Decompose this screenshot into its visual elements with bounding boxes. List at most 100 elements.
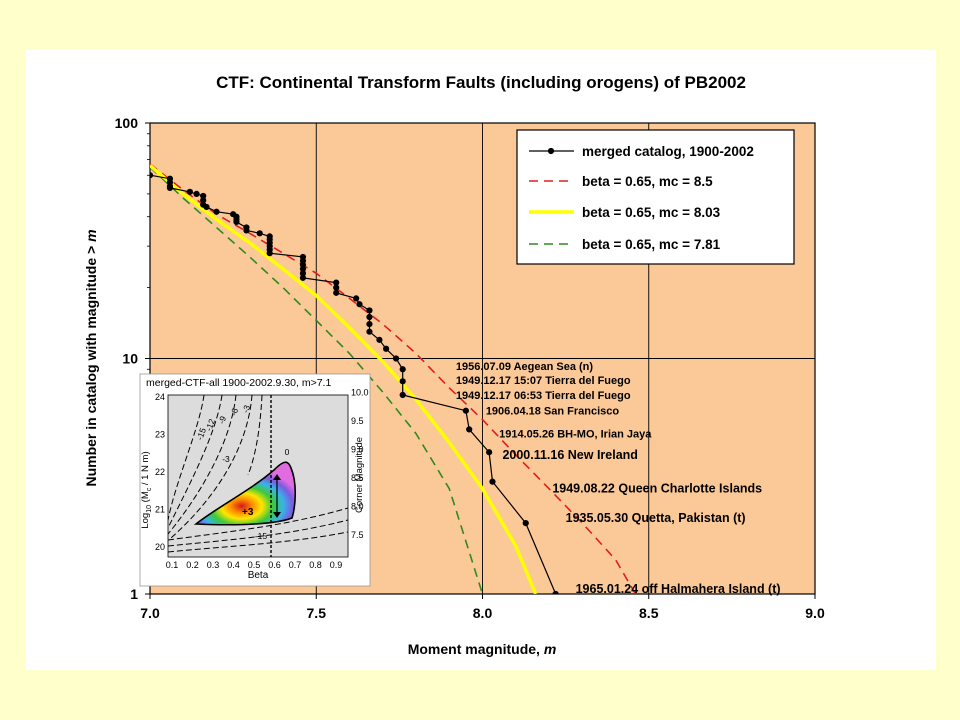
data-point bbox=[186, 188, 193, 195]
series-line-1 bbox=[150, 163, 637, 594]
contour-label: -3 bbox=[222, 454, 230, 464]
x-tick-label: 8.0 bbox=[473, 605, 493, 621]
data-point bbox=[200, 197, 207, 204]
event-annotation: 1956.07.09 Aegean Sea (n) bbox=[456, 361, 594, 373]
contour-label: 0 bbox=[285, 447, 290, 457]
data-point bbox=[366, 328, 373, 335]
best-fit-marker: +3 bbox=[242, 507, 254, 518]
inset-x-tick-label: 0.1 bbox=[166, 560, 179, 570]
legend-label: beta = 0.65, mc = 8.5 bbox=[582, 174, 713, 189]
inset-y-tick-label-right: 9.5 bbox=[351, 416, 364, 426]
contour-label: -12 bbox=[203, 417, 217, 432]
data-point bbox=[353, 295, 360, 302]
contour-line bbox=[168, 531, 348, 553]
contour-line bbox=[247, 395, 263, 476]
inset-y-tick-label-left: 23 bbox=[155, 430, 165, 440]
contour-label: -15 bbox=[194, 426, 208, 441]
ctf-chart: CTF: Continental Transform Faults (inclu… bbox=[83, 73, 825, 657]
inset-x-tick-label: 0.9 bbox=[330, 560, 343, 570]
data-point bbox=[266, 250, 273, 257]
inset-x-tick-label: 0.5 bbox=[248, 560, 261, 570]
figure-panel: CTF: Continental Transform Faults (inclu… bbox=[26, 50, 936, 670]
legend-label: merged catalog, 1900-2002 bbox=[582, 144, 754, 159]
inset-y-tick-label-right: 8.0 bbox=[351, 502, 364, 512]
arrow-head-down bbox=[273, 512, 281, 518]
chart-title: CTF: Continental Transform Faults (inclu… bbox=[216, 73, 746, 92]
data-point bbox=[200, 192, 207, 200]
data-point bbox=[392, 355, 400, 362]
data-point bbox=[552, 590, 559, 594]
data-point bbox=[233, 218, 240, 226]
contour-line bbox=[170, 395, 253, 539]
inset-y-label-right: Corner Magnitude bbox=[354, 437, 365, 513]
x-tick-label: 7.5 bbox=[307, 605, 327, 621]
x-tick-label: 8.5 bbox=[639, 605, 659, 621]
y-tick-label: 100 bbox=[115, 115, 139, 131]
data-point bbox=[213, 208, 220, 215]
inset-y-tick-label-right: 8.5 bbox=[351, 473, 364, 483]
data-point bbox=[333, 289, 340, 296]
data-point bbox=[333, 279, 340, 286]
inset-x-tick-label: 0.2 bbox=[186, 560, 199, 570]
data-point bbox=[256, 230, 263, 237]
data-point bbox=[356, 301, 363, 308]
data-point bbox=[522, 520, 529, 527]
event-annotation: 2000.11.16 New Ireland bbox=[502, 448, 638, 462]
data-point bbox=[382, 345, 390, 352]
data-point bbox=[299, 274, 307, 281]
annotation-layer: 1956.07.09 Aegean Sea (n) 1949.12.17 15:0… bbox=[456, 361, 781, 596]
data-point bbox=[333, 284, 340, 291]
inset-y-tick-label-right: 9.0 bbox=[351, 445, 364, 455]
inset-plot: merged-CTF-all 1900-2002.9.30, m>7.1 0.1… bbox=[139, 373, 371, 587]
inset-x-tick-label: 0.7 bbox=[289, 560, 302, 570]
data-point bbox=[193, 190, 200, 197]
data-point bbox=[486, 449, 493, 456]
y-tick-label: 1 bbox=[130, 586, 138, 602]
contour-line bbox=[168, 395, 237, 535]
data-point bbox=[366, 307, 373, 314]
event-annotation: 1935.05.30 Quetta, Pakistan (t) bbox=[566, 511, 746, 525]
inset-y-tick-label-left: 22 bbox=[155, 467, 165, 477]
event-annotation: 1914.05.26 BH-MO, Irian Jaya bbox=[499, 429, 652, 441]
inset-y-tick-label-right: 10.0 bbox=[351, 388, 369, 398]
data-point bbox=[466, 426, 473, 433]
contour-label: -3 bbox=[240, 403, 252, 414]
axis-ticks: 7.0 7.5 8.0 8.5 9.0 1 10 100 bbox=[115, 115, 825, 621]
contour-line bbox=[168, 395, 205, 521]
inset-title: merged-CTF-all 1900-2002.9.30, m>7.1 bbox=[146, 377, 331, 389]
data-point bbox=[150, 172, 154, 179]
legend-label: beta = 0.65, mc = 7.81 bbox=[582, 237, 721, 252]
data-point bbox=[243, 227, 250, 234]
data-point bbox=[462, 407, 469, 414]
event-annotation: 1949.12.17 06:53 Tierra del Fuego bbox=[456, 390, 631, 402]
series-line-2 bbox=[150, 164, 538, 594]
data-point bbox=[489, 478, 496, 485]
inset-x-tick-label: 0.8 bbox=[309, 560, 322, 570]
inset-y-label-left: Log10 (Mc / 1 N m) bbox=[140, 451, 153, 528]
contour-line bbox=[168, 507, 348, 541]
data-point bbox=[366, 313, 373, 321]
inset-y-tick-label-left: 20 bbox=[155, 542, 165, 552]
inset-x-label: Beta bbox=[248, 570, 269, 581]
data-point bbox=[376, 336, 383, 343]
legend: merged catalog, 1900-2002 beta = 0.65, mc… bbox=[516, 129, 795, 265]
inset-y-tick-label-left: 24 bbox=[155, 392, 165, 402]
y-axis-label: Number in catalog with magnitude > m bbox=[83, 229, 99, 486]
data-point bbox=[399, 366, 406, 373]
event-annotation: 1949.08.22 Queen Charlotte Islands bbox=[552, 482, 762, 496]
legend-label: beta = 0.65, mc = 8.03 bbox=[582, 205, 721, 220]
event-annotation: 1965.01.24 off Halmahera Island (t) bbox=[576, 582, 781, 596]
inset-y-tick-label-right: 7.5 bbox=[351, 530, 364, 540]
data-point bbox=[399, 391, 406, 399]
arrow-head-up bbox=[273, 474, 281, 480]
x-axis-label: Moment magnitude, m bbox=[408, 641, 557, 657]
inset-x-tick-label: 0.3 bbox=[207, 560, 220, 570]
legend-marker bbox=[547, 147, 555, 155]
data-point bbox=[299, 270, 307, 277]
inset-x-tick-label: 0.6 bbox=[268, 560, 281, 570]
x-tick-label: 9.0 bbox=[805, 605, 825, 621]
contour-line bbox=[168, 395, 223, 529]
inset-y-tick-label-left: 21 bbox=[155, 505, 165, 515]
contour-label: -6 bbox=[228, 406, 240, 417]
event-annotation: 1906.04.18 San Francisco bbox=[486, 406, 620, 418]
